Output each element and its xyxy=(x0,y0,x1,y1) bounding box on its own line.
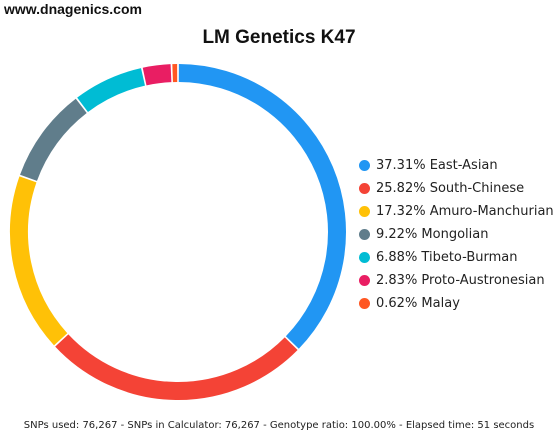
legend-label: 2.83% Proto-Austronesian xyxy=(376,273,545,288)
legend-label: 17.32% Amuro-Manchurian xyxy=(376,204,554,219)
legend-swatch xyxy=(359,252,370,263)
legend-item-south-chinese[interactable]: 25.82% South-Chinese xyxy=(359,177,554,200)
legend-swatch xyxy=(359,229,370,240)
legend-swatch xyxy=(359,298,370,309)
legend-label: 6.88% Tibeto-Burman xyxy=(376,250,518,265)
legend-swatch xyxy=(359,160,370,171)
legend-item-proto-austronesian[interactable]: 2.83% Proto-Austronesian xyxy=(359,269,554,292)
slice-mongolian[interactable] xyxy=(20,98,87,182)
slice-south-chinese[interactable] xyxy=(55,334,298,400)
donut-slices xyxy=(10,64,346,400)
legend-swatch xyxy=(359,183,370,194)
legend-item-mongolian[interactable]: 9.22% Mongolian xyxy=(359,223,554,246)
legend-label: 25.82% South-Chinese xyxy=(376,181,525,196)
slice-tibeto-burman[interactable] xyxy=(77,68,146,113)
legend-item-east-asian[interactable]: 37.31% East-Asian xyxy=(359,154,554,177)
chart-legend: 37.31% East-Asian 25.82% South-Chinese 17.… xyxy=(359,154,554,315)
legend-swatch xyxy=(359,206,370,217)
legend-label: 37.31% East-Asian xyxy=(376,158,498,173)
chart-title: LM Genetics K47 xyxy=(202,27,356,48)
slice-east-asian[interactable] xyxy=(178,64,346,349)
site-url: www.dnagenics.com xyxy=(4,1,142,17)
legend-label: 0.62% Malay xyxy=(376,296,460,311)
stats-footer: SNPs used: 76,267 - SNPs in Calculator: … xyxy=(23,420,535,431)
legend-item-malay[interactable]: 0.62% Malay xyxy=(359,292,554,315)
legend-label: 9.22% Mongolian xyxy=(376,227,489,242)
slice-proto-austronesian[interactable] xyxy=(142,64,172,86)
legend-item-tibeto-burman[interactable]: 6.88% Tibeto-Burman xyxy=(359,246,554,269)
slice-amuro-manchurian[interactable] xyxy=(10,176,68,346)
legend-item-amuro-manchurian[interactable]: 17.32% Amuro-Manchurian xyxy=(359,200,554,223)
legend-swatch xyxy=(359,275,370,286)
